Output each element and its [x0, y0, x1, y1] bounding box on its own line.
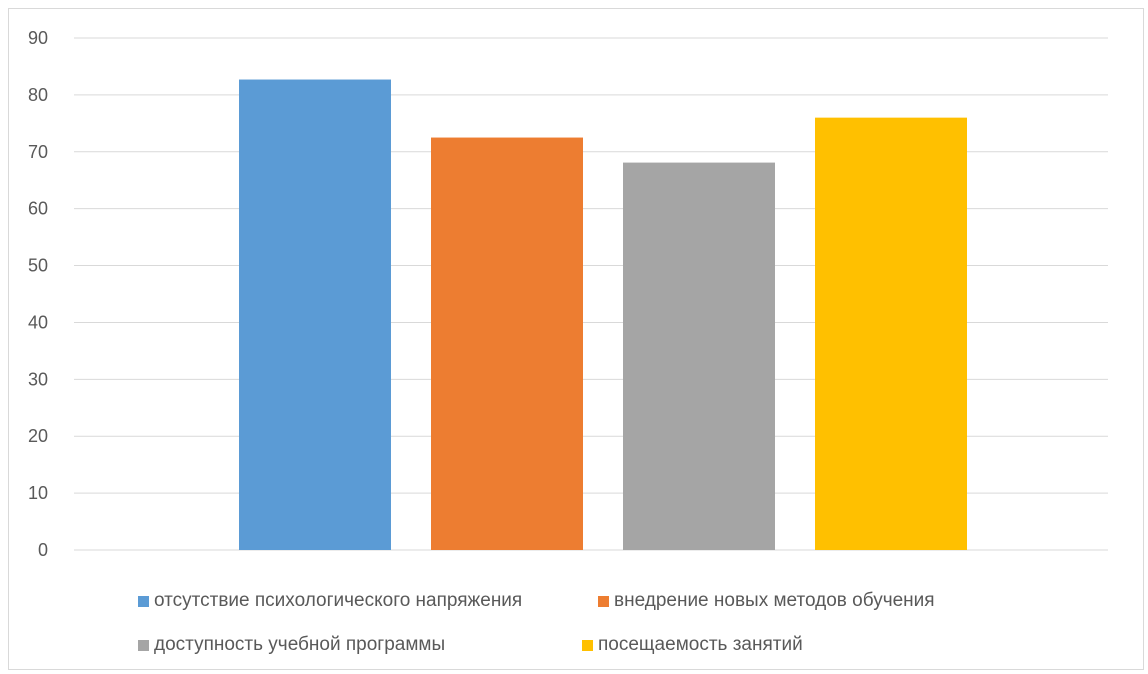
legend-item-0: отсутствие психологического напряжения: [138, 590, 522, 612]
legend-swatch-2: [138, 639, 149, 651]
legend-label-0: отсутствие психологического напряжения: [154, 590, 523, 611]
y-axis-ticks: 0 10 20 30 40 50 60 70 80 90: [28, 28, 48, 560]
bar-0: [239, 79, 391, 550]
legend-item-1: внедрение новых методов обучения: [598, 590, 935, 612]
bar-2: [623, 162, 775, 550]
legend-item-2: доступность учебной программы: [138, 634, 445, 656]
chart-frame: [8, 8, 1144, 670]
legend-label-2: доступность учебной программы: [154, 634, 446, 655]
y-tick-label-70: 70: [28, 142, 48, 162]
legend-swatch-0: [138, 595, 149, 607]
y-tick-label-30: 30: [28, 369, 48, 389]
legend-swatch-3: [582, 639, 593, 651]
bar-1: [431, 137, 583, 551]
y-tick-label-40: 40: [28, 312, 48, 332]
y-tick-label-10: 10: [28, 483, 48, 503]
y-tick-label-80: 80: [28, 85, 48, 105]
legend-label-3: посещаемость занятий: [598, 634, 803, 655]
bars: [239, 79, 967, 551]
legend-label-1: внедрение новых методов обучения: [614, 590, 935, 611]
bar-3: [815, 117, 967, 551]
legend-item-3: посещаемость занятий: [582, 634, 803, 656]
legend-swatch-1: [598, 595, 609, 607]
y-tick-label-90: 90: [28, 28, 48, 48]
y-tick-label-50: 50: [28, 256, 48, 276]
y-tick-label-20: 20: [28, 426, 48, 446]
y-tick-label-60: 60: [28, 199, 48, 219]
y-tick-label-0: 0: [38, 540, 48, 560]
